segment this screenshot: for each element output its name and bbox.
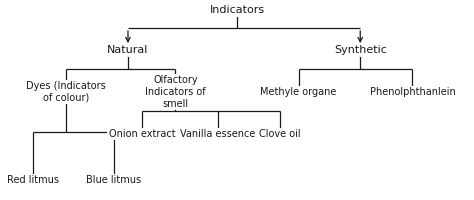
Text: Blue litmus: Blue litmus	[86, 175, 141, 185]
Text: Indicators: Indicators	[210, 5, 264, 15]
Text: Vanilla essence: Vanilla essence	[180, 129, 256, 139]
Text: Onion extract: Onion extract	[109, 129, 175, 139]
Text: Red litmus: Red litmus	[7, 175, 59, 185]
Text: Clove oil: Clove oil	[259, 129, 301, 139]
Text: Dyes (Indicators
of colour): Dyes (Indicators of colour)	[27, 81, 106, 103]
Text: Synthetic: Synthetic	[334, 45, 387, 55]
Text: Methyle organe: Methyle organe	[260, 87, 337, 97]
Text: Phenolphthanlein: Phenolphthanlein	[370, 87, 455, 97]
Text: Olfactory
Indicators of
smell: Olfactory Indicators of smell	[145, 75, 206, 109]
Text: Natural: Natural	[107, 45, 149, 55]
